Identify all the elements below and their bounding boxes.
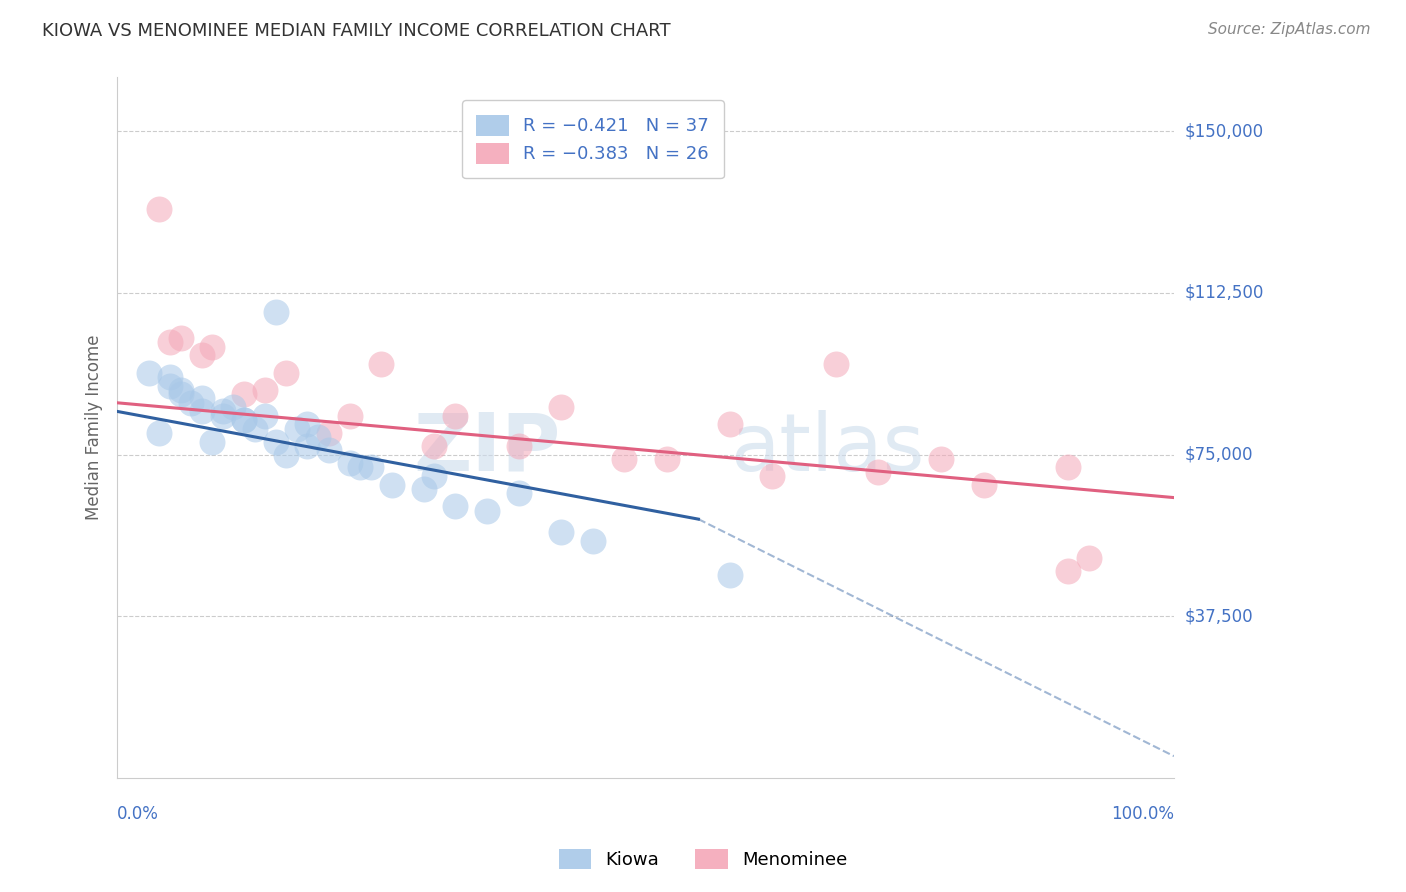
Point bbox=[254, 383, 277, 397]
Text: KIOWA VS MENOMINEE MEDIAN FAMILY INCOME CORRELATION CHART: KIOWA VS MENOMINEE MEDIAN FAMILY INCOME … bbox=[42, 22, 671, 40]
Text: $37,500: $37,500 bbox=[1185, 607, 1254, 625]
Point bbox=[148, 425, 170, 440]
Text: $75,000: $75,000 bbox=[1185, 445, 1254, 464]
Point bbox=[318, 425, 340, 440]
Point bbox=[339, 409, 361, 423]
Point bbox=[159, 370, 181, 384]
Point bbox=[444, 500, 467, 514]
Point bbox=[201, 340, 224, 354]
Point bbox=[276, 448, 298, 462]
Y-axis label: Median Family Income: Median Family Income bbox=[86, 334, 103, 520]
Point bbox=[276, 366, 298, 380]
Point bbox=[264, 434, 287, 449]
Point bbox=[169, 331, 191, 345]
Point bbox=[264, 305, 287, 319]
Legend: R = −0.421   N = 37, R = −0.383   N = 26: R = −0.421 N = 37, R = −0.383 N = 26 bbox=[463, 101, 724, 178]
Point bbox=[159, 335, 181, 350]
Point bbox=[138, 366, 160, 380]
Point bbox=[339, 456, 361, 470]
Point bbox=[508, 439, 530, 453]
Point bbox=[201, 434, 224, 449]
Point bbox=[1057, 564, 1080, 578]
Point bbox=[550, 400, 572, 414]
Point bbox=[233, 413, 256, 427]
Point bbox=[254, 409, 277, 423]
Point bbox=[169, 387, 191, 401]
Point bbox=[444, 409, 467, 423]
Point bbox=[297, 417, 319, 432]
Point bbox=[307, 430, 329, 444]
Point bbox=[190, 404, 212, 418]
Point bbox=[212, 409, 235, 423]
Point bbox=[761, 469, 783, 483]
Point bbox=[318, 443, 340, 458]
Point bbox=[718, 568, 741, 582]
Point bbox=[349, 460, 371, 475]
Point bbox=[297, 439, 319, 453]
Point bbox=[212, 404, 235, 418]
Point bbox=[868, 465, 890, 479]
Point bbox=[655, 451, 678, 466]
Text: atlas: atlas bbox=[730, 409, 925, 488]
Point bbox=[159, 378, 181, 392]
Point bbox=[1057, 460, 1080, 475]
Point bbox=[412, 482, 434, 496]
Point bbox=[169, 383, 191, 397]
Point bbox=[190, 348, 212, 362]
Point bbox=[718, 417, 741, 432]
Point bbox=[381, 477, 404, 491]
Legend: Kiowa, Menominee: Kiowa, Menominee bbox=[550, 839, 856, 879]
Point bbox=[180, 396, 202, 410]
Text: $112,500: $112,500 bbox=[1185, 284, 1264, 301]
Point bbox=[423, 469, 446, 483]
Text: 100.0%: 100.0% bbox=[1111, 805, 1174, 823]
Point bbox=[550, 524, 572, 539]
Point bbox=[243, 422, 266, 436]
Point bbox=[285, 422, 308, 436]
Text: ZIP: ZIP bbox=[413, 409, 561, 488]
Point bbox=[582, 533, 605, 548]
Point bbox=[370, 357, 392, 371]
Point bbox=[931, 451, 953, 466]
Point bbox=[233, 387, 256, 401]
Point bbox=[475, 503, 498, 517]
Point bbox=[973, 477, 995, 491]
Point bbox=[222, 400, 245, 414]
Point bbox=[613, 451, 636, 466]
Point bbox=[508, 486, 530, 500]
Point bbox=[1078, 550, 1101, 565]
Point bbox=[423, 439, 446, 453]
Text: 0.0%: 0.0% bbox=[117, 805, 159, 823]
Point bbox=[233, 413, 256, 427]
Text: Source: ZipAtlas.com: Source: ZipAtlas.com bbox=[1208, 22, 1371, 37]
Point bbox=[360, 460, 382, 475]
Point bbox=[148, 202, 170, 216]
Point bbox=[190, 392, 212, 406]
Text: $150,000: $150,000 bbox=[1185, 122, 1264, 140]
Point bbox=[824, 357, 846, 371]
